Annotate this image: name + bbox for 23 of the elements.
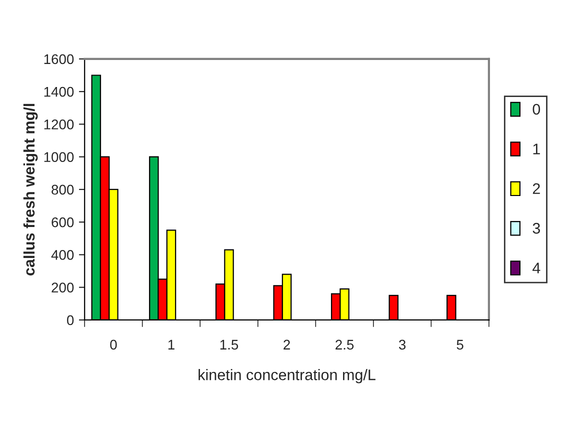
y-tick-label: 1200 [44,120,74,130]
x-tick-label: 3 [398,340,406,350]
x-axis-title: kinetin concentration mg/L [198,369,376,384]
y-tick-label: 1600 [44,54,74,64]
legend-label: 0 [532,104,540,115]
legend-label: 1 [533,144,540,154]
y-tick-label: 800 [52,184,74,195]
x-tick-label: 1.5 [220,340,238,350]
legend-label: 2 [532,183,540,194]
x-tick-label: 1 [168,340,174,350]
legend-label: 3 [532,222,540,234]
y-tick-label: 1000 [44,152,74,162]
y-tick-label: 0 [67,315,74,326]
x-tick-label: 2.5 [336,340,354,350]
y-tick-label: 200 [52,282,74,292]
x-tick-label: 0 [110,340,117,350]
y-axis-title: callus fresh weight mg/l [23,104,38,276]
x-tick-label: 2 [284,340,290,350]
x-tick-label: 5 [456,340,464,350]
y-tick-label: 400 [51,250,74,260]
y-tick-label: 1400 [44,86,74,97]
y-tick-label: 600 [52,217,74,228]
legend-label: 4 [532,262,540,274]
